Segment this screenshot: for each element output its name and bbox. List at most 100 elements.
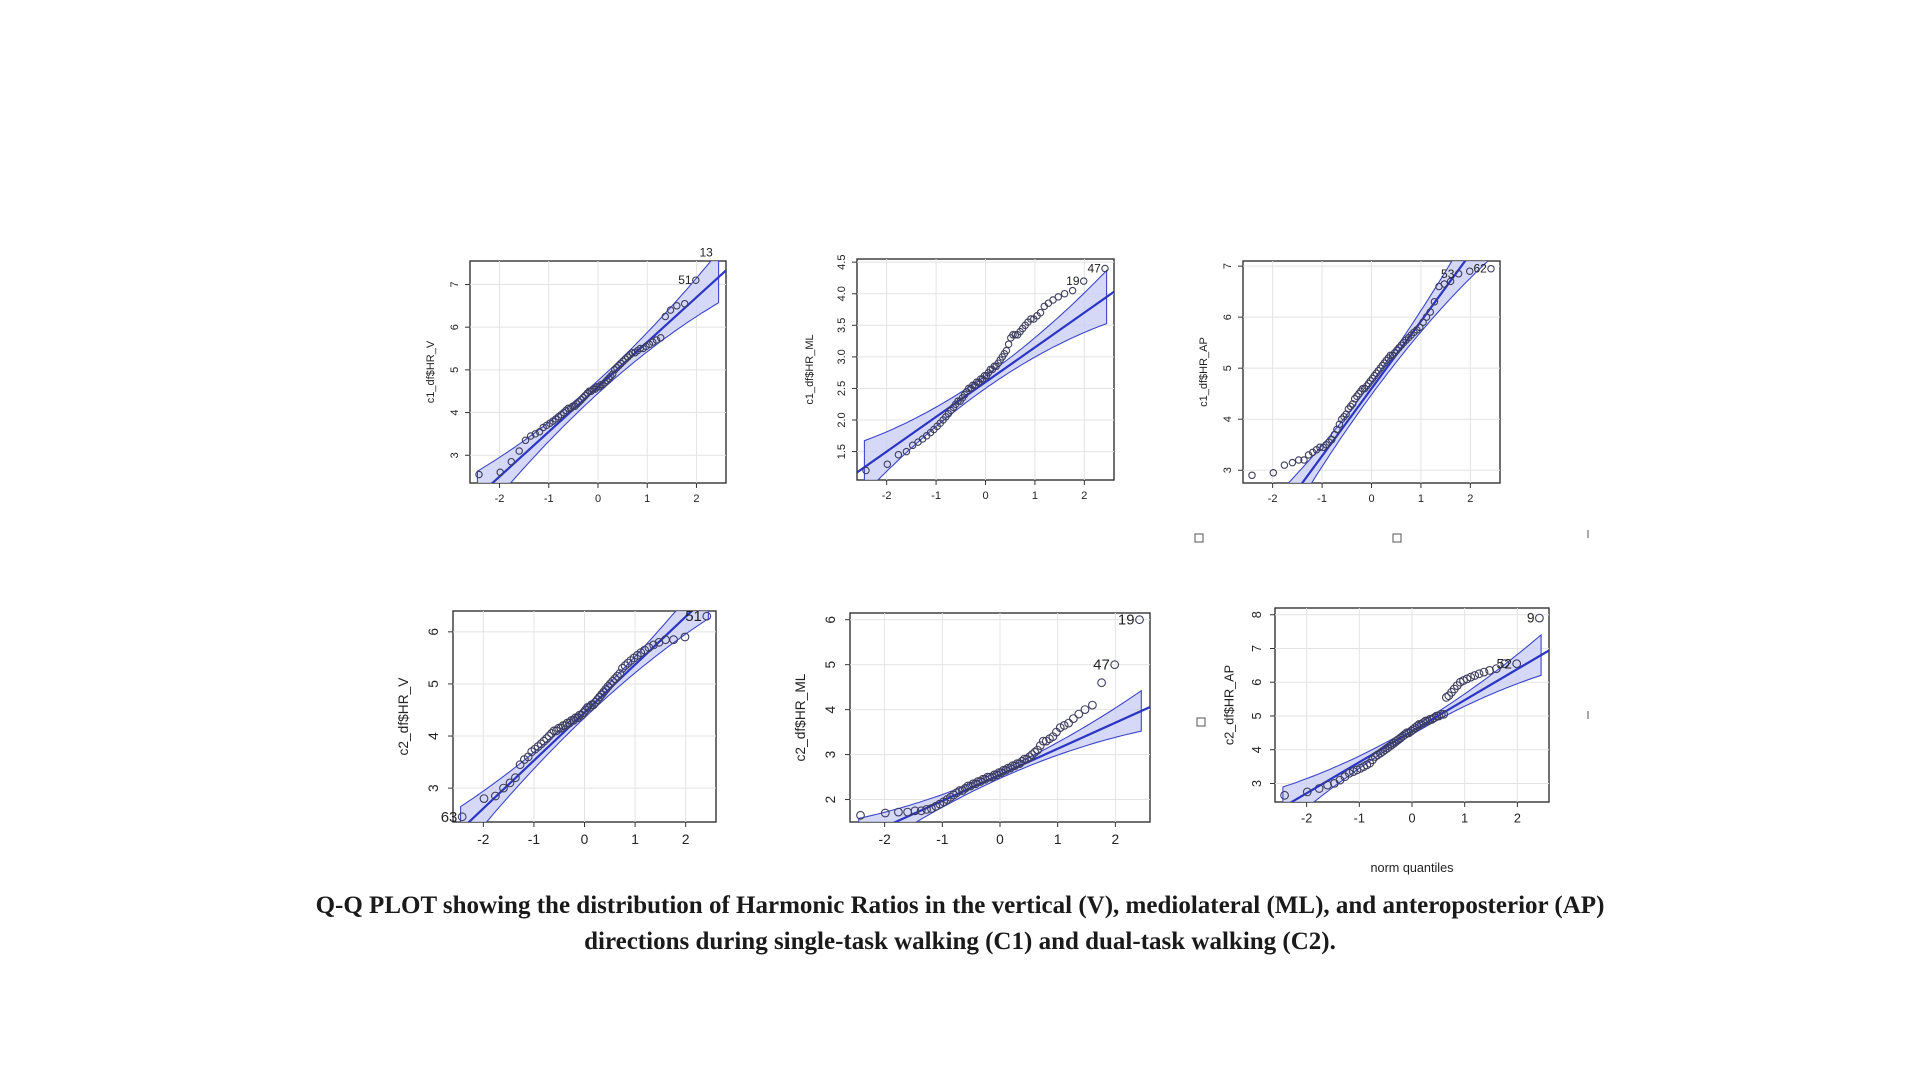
- qq-point: [530, 744, 540, 754]
- y-tick-label: 1.5: [836, 444, 848, 459]
- qq-point: [1382, 356, 1390, 365]
- x-tick-label: -2: [878, 832, 890, 847]
- x-tick-label: 1: [1461, 812, 1468, 826]
- qq-point: [587, 387, 595, 395]
- y-tick-label: 3: [1222, 467, 1234, 473]
- qq-point: [666, 306, 675, 314]
- qq-point: [615, 669, 625, 678]
- qq-point: [1110, 660, 1120, 670]
- qq-point: [1248, 471, 1256, 480]
- x-tick-label: -1: [936, 832, 948, 847]
- y-axis-label: c2_df$HR_V: [396, 677, 411, 756]
- qq-point: [595, 383, 603, 391]
- qq-point: [949, 790, 959, 800]
- qq-point: [542, 734, 551, 743]
- qq-point: [619, 357, 627, 366]
- qq-point: [661, 312, 670, 321]
- qq-point: [1454, 270, 1463, 278]
- qq-point: [559, 408, 568, 417]
- y-tick-label: 3: [426, 784, 441, 792]
- qq-point: [1064, 718, 1073, 728]
- qq-point: [680, 632, 690, 642]
- plot-content: [857, 259, 1114, 480]
- qq-point: [922, 805, 931, 814]
- qq-point: [1097, 678, 1106, 688]
- y-tick-label: 4: [1222, 416, 1234, 422]
- x-tick-label: 0: [581, 832, 589, 847]
- qq-point: [606, 372, 615, 381]
- qq-point: [673, 302, 681, 310]
- x-tick-label: -1: [1354, 812, 1365, 826]
- y-tick-label: 3.5: [836, 318, 848, 333]
- qq-point: [856, 810, 865, 820]
- point-id-label: 13: [699, 246, 713, 260]
- point-id-label: 53: [1441, 267, 1455, 281]
- qq-point: [1397, 341, 1406, 349]
- qq-point: [579, 393, 588, 402]
- y-axis-label: c1_df$HR_ML: [804, 334, 816, 404]
- qq-point: [955, 786, 965, 795]
- qq-point: [1101, 264, 1109, 273]
- qq-point: [613, 363, 621, 372]
- qq-point: [1074, 709, 1084, 719]
- plot-content: [1275, 608, 1549, 802]
- qq-point: [1386, 351, 1395, 360]
- qq-point: [652, 336, 661, 344]
- qq-point: [591, 385, 599, 393]
- y-tick-label: 8: [1250, 611, 1264, 618]
- qq-point: [620, 661, 630, 671]
- stray-mark: [1392, 533, 1402, 543]
- qq-point: [615, 361, 623, 370]
- qq-point: [539, 736, 549, 746]
- x-tick-label: 2: [1514, 812, 1521, 826]
- qq-point: [623, 353, 632, 361]
- qq-point: [1465, 267, 1474, 275]
- qq-point: [1308, 448, 1317, 457]
- qq-point: [499, 783, 508, 793]
- qq-point: [1079, 277, 1088, 285]
- qq-point: [1025, 752, 1034, 762]
- qq-point: [1492, 664, 1501, 674]
- y-tick-label: 7: [449, 281, 461, 287]
- x-tick-label: -1: [931, 490, 941, 502]
- qq-point: [1346, 402, 1355, 411]
- plot-content: [453, 611, 716, 822]
- x-tick-label: 1: [1418, 493, 1424, 505]
- qq-point: [1012, 759, 1022, 768]
- y-tick-label: 5: [426, 680, 441, 688]
- y-tick-label: 6: [449, 324, 461, 330]
- qq-point: [1441, 693, 1451, 702]
- qq-point: [547, 729, 556, 738]
- qq-point: [557, 410, 565, 419]
- plot-content: [1243, 261, 1500, 483]
- qq-point: [987, 772, 997, 782]
- y-tick-label: 3: [1250, 780, 1264, 787]
- qq-point: [575, 398, 583, 406]
- qq-point: [1010, 761, 1020, 771]
- y-axis-label: c2_df$HR_AP: [1223, 665, 1237, 745]
- qq-point: [599, 687, 609, 697]
- qq-point: [597, 690, 607, 699]
- qq-point: [963, 781, 973, 791]
- qq-point: [1434, 711, 1444, 721]
- qq-point: [1348, 400, 1357, 408]
- qq-point: [1485, 666, 1494, 675]
- qq-point: [1002, 346, 1011, 355]
- qq-point: [1470, 671, 1480, 680]
- qq-point: [1474, 669, 1484, 679]
- qq-point: [1512, 659, 1522, 669]
- qq-point: [1001, 765, 1011, 775]
- qq-point: [544, 731, 554, 741]
- qq-point: [680, 299, 689, 308]
- qq-point: [1027, 315, 1035, 323]
- qq-point: [603, 682, 613, 691]
- qq-point: [1035, 741, 1045, 750]
- qq-point: [515, 447, 523, 455]
- y-tick-label: 4: [426, 732, 441, 740]
- reference-line: [857, 290, 1114, 474]
- y-tick-label: 6: [1222, 314, 1234, 320]
- qq-point: [1337, 415, 1346, 423]
- qq-point: [601, 378, 609, 387]
- qq-point: [577, 396, 586, 404]
